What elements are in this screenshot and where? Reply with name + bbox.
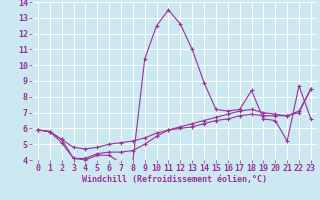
X-axis label: Windchill (Refroidissement éolien,°C): Windchill (Refroidissement éolien,°C) bbox=[82, 175, 267, 184]
